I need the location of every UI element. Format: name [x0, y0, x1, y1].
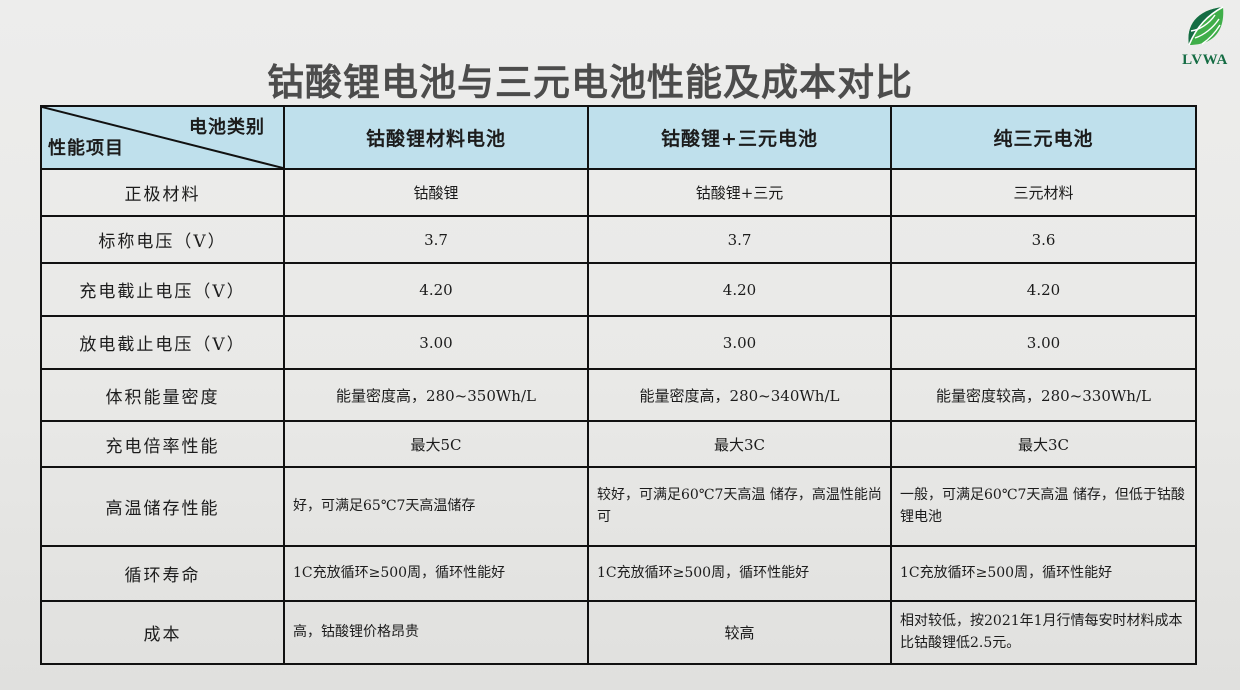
table-cell: 最大5C: [283, 420, 589, 468]
corner-bottom-left-label: 性能项目: [48, 138, 124, 159]
table-cell: 一般，可满足60℃7天高温 储存，但低于钴酸锂电池: [890, 466, 1197, 547]
table-row-cost: 成本 高，钴酸锂价格昂贵 较高 相对较低，按2021年1月行情每安时材料成本比钴…: [40, 600, 1197, 665]
table-cell: 高，钴酸锂价格昂贵: [283, 600, 589, 665]
table-cell: 较高: [587, 600, 892, 665]
leaf-logo-icon: [1188, 6, 1224, 46]
table-cell: 三元材料: [890, 168, 1197, 217]
table-cell: 钴酸锂: [283, 168, 589, 217]
table-row-charge-rate: 充电倍率性能 最大5C 最大3C 最大3C: [40, 420, 1197, 468]
row-label: 成本: [40, 600, 285, 665]
row-label: 放电截止电压（V）: [40, 315, 285, 370]
row-label: 充电倍率性能: [40, 420, 285, 468]
column-header-lco-ternary: 钴酸锂+三元电池: [587, 105, 892, 170]
column-header-lco: 钴酸锂材料电池: [283, 105, 589, 170]
table-row-nominal-voltage: 标称电压（V） 3.7 3.7 3.6: [40, 215, 1197, 264]
table-cell: 相对较低，按2021年1月行情每安时材料成本比钴酸锂低2.5元。: [890, 600, 1197, 665]
logo-text: LVWA: [1182, 52, 1228, 68]
row-label: 正极材料: [40, 168, 285, 217]
row-label: 充电截止电压（V）: [40, 262, 285, 317]
table-row-cycle-life: 循环寿命 1C充放循环≥500周，循环性能好 1C充放循环≥500周，循环性能好…: [40, 545, 1197, 602]
table-cell: 较好，可满足60℃7天高温 储存，高温性能尚可: [587, 466, 892, 547]
company-logo: LVWA: [1176, 4, 1234, 69]
table-cell: 3.7: [283, 215, 589, 264]
table-cell: 最大3C: [587, 420, 892, 468]
row-label: 体积能量密度: [40, 368, 285, 422]
table-cell: 1C充放循环≥500周，循环性能好: [890, 545, 1197, 602]
page-title: 钴酸锂电池与三元电池性能及成本对比: [267, 62, 913, 103]
table-cell: 4.20: [890, 262, 1197, 317]
table-cell: 1C充放循环≥500周，循环性能好: [283, 545, 589, 602]
table-cell: 能量密度高，280~340Wh/L: [587, 368, 892, 422]
table-row-volumetric-energy-density: 体积能量密度 能量密度高，280~350Wh/L 能量密度高，280~340Wh…: [40, 368, 1197, 422]
corner-cell: 电池类别 性能项目: [40, 105, 285, 170]
table-cell: 4.20: [587, 262, 892, 317]
diagonal-divider: [42, 107, 283, 168]
table-row-cathode-material: 正极材料 钴酸锂 钴酸锂+三元 三元材料: [40, 168, 1197, 217]
table-cell: 钴酸锂+三元: [587, 168, 892, 217]
row-label: 循环寿命: [40, 545, 285, 602]
table-cell: 能量密度较高，280~330Wh/L: [890, 368, 1197, 422]
table-header-row: 电池类别 性能项目 钴酸锂材料电池 钴酸锂+三元电池 纯三元电池: [40, 105, 1197, 170]
row-label: 高温储存性能: [40, 466, 285, 547]
table-row-discharge-cutoff-voltage: 放电截止电压（V） 3.00 3.00 3.00: [40, 315, 1197, 370]
comparison-table: 电池类别 性能项目 钴酸锂材料电池 钴酸锂+三元电池 纯三元电池 正极材料 钴酸…: [40, 105, 1197, 665]
column-header-ternary: 纯三元电池: [890, 105, 1197, 170]
table-cell: 能量密度高，280~350Wh/L: [283, 368, 589, 422]
table-cell: 3.00: [587, 315, 892, 370]
table-cell: 3.6: [890, 215, 1197, 264]
corner-top-right-label: 电池类别: [189, 117, 265, 138]
table-cell: 4.20: [283, 262, 589, 317]
table-row-charge-cutoff-voltage: 充电截止电压（V） 4.20 4.20 4.20: [40, 262, 1197, 317]
table-cell: 3.00: [283, 315, 589, 370]
table-cell: 3.00: [890, 315, 1197, 370]
table-cell: 好，可满足65℃7天高温储存: [283, 466, 589, 547]
row-label: 标称电压（V）: [40, 215, 285, 264]
table-row-high-temp-storage: 高温储存性能 好，可满足65℃7天高温储存 较好，可满足60℃7天高温 储存，高…: [40, 466, 1197, 547]
table-cell: 1C充放循环≥500周，循环性能好: [587, 545, 892, 602]
table-cell: 3.7: [587, 215, 892, 264]
table-cell: 最大3C: [890, 420, 1197, 468]
